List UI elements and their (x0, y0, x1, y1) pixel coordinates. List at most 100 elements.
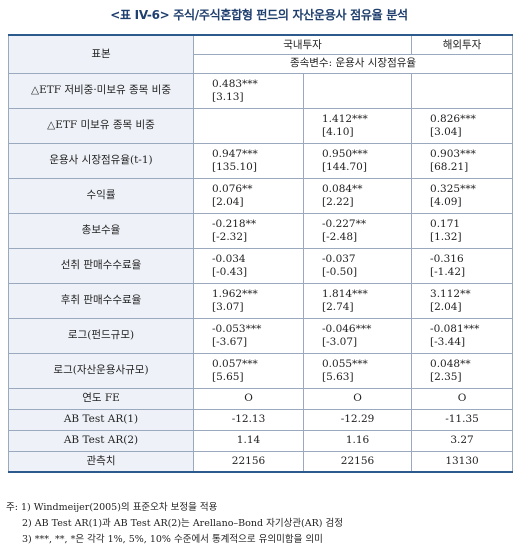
cell-d2: 1.16 (302, 429, 413, 452)
coefficient: 0.903*** (430, 148, 476, 160)
cell-d1: 1.14 (193, 429, 304, 452)
cell-o: 0.171 [1.32] (411, 212, 514, 249)
cell-o: O (411, 387, 514, 410)
t-statistic: [5.63] (322, 370, 354, 383)
t-statistic: [-3.44] (430, 335, 466, 348)
cell-d2: 0.084** [2.22] (302, 177, 413, 214)
cell-d2: 22156 (302, 450, 413, 473)
table-row: 운용사 시장점유율(t-1) 0.947*** [135.10] 0.950*** [1… (8, 142, 514, 179)
cell-d1: -0.034 [-0.43] (193, 247, 304, 284)
cell-d2: -12.29 (302, 408, 413, 431)
row-label: 연도 FE (8, 387, 194, 410)
coefficient: 1.814*** (322, 288, 368, 300)
cell-o: 0.826*** [3.04] (411, 107, 514, 144)
regression-table: 표본 국내투자 해외투자 종속변수: 운용사 시장점유율 △ETF 저비중·미보… (8, 34, 514, 473)
t-statistic: [2.04] (212, 195, 244, 208)
t-statistic: [4.09] (430, 195, 462, 208)
coefficient: 1.412*** (322, 113, 368, 125)
coefficient: 0.171 (430, 218, 461, 230)
row-label: 후취 판매수수료율 (8, 282, 194, 319)
t-statistic: [3.13] (212, 90, 244, 103)
table-row: 총보수율 -0.218** [-2.32] -0.227** [-2.48] 0.171[… (8, 212, 514, 249)
t-statistic: [135.10] (212, 160, 257, 173)
sample-header: 표본 (8, 34, 194, 74)
cell-d2: -0.046*** [-3.07] (302, 317, 413, 354)
cell-o: 0.903*** [68.21] (411, 142, 514, 179)
cell-o: 0.048** [2.35] (411, 352, 514, 389)
cell-d1: -0.218** [-2.32] (193, 212, 304, 249)
coefficient: 0.950*** (322, 148, 368, 160)
overseas-header: 해외투자 (411, 34, 514, 55)
row-label: 로그(펀드규모) (8, 317, 194, 354)
note-3: 3) ***, **, *은 각각 1%, 5%, 10% 수준에서 통계적으로… (22, 534, 323, 545)
t-statistic: [1.32] (430, 230, 462, 243)
row-label: AB Test AR(2) (8, 429, 194, 452)
row-label: AB Test AR(1) (8, 408, 194, 431)
coefficient: -0.218** (212, 218, 257, 230)
cell-d2: 1.412*** [4.10] (302, 107, 413, 144)
cell-d2: -0.037 [-0.50] (302, 247, 413, 284)
t-statistic: [2.22] (322, 195, 354, 208)
coefficient: 0.947*** (212, 148, 258, 160)
coefficient: 0.483*** (212, 78, 258, 90)
table-row: 관측치 22156 22156 13130 (8, 450, 514, 473)
coefficient: -0.046*** (322, 323, 372, 335)
dependent-variable-header: 종속변수: 운용사 시장점유율 (192, 53, 514, 74)
t-statistic: [2.35] (430, 370, 462, 383)
note-2: 2) AB Test AR(1)과 AB Test AR(2)는 Arellan… (22, 518, 343, 529)
table-title: <표 IV-6> 주식/주식혼합형 펀드의 자산운용사 점유율 분석 (110, 8, 408, 22)
cell-d1: 0.483*** [3.13] (193, 72, 304, 109)
cell-d1: 1.962*** [3.07] (193, 282, 304, 319)
cell-o (411, 72, 514, 109)
table-row: AB Test AR(1) -12.13 -12.29 -11.35 (8, 408, 514, 431)
table-row: △ETF 저비중·미보유 종목 비중 0.483*** [3.13] (8, 72, 514, 109)
cell-d2: 0.950*** [144.70] (302, 142, 413, 179)
t-statistic: [4.10] (322, 125, 354, 138)
row-label: △ETF 저비중·미보유 종목 비중 (8, 72, 194, 109)
coefficient: 0.076** (212, 183, 253, 195)
coefficient: 0.055*** (322, 358, 368, 370)
t-statistic: [-3.67] (212, 335, 248, 348)
t-statistic: [2.74] (322, 300, 354, 313)
coefficient: 0.057*** (212, 358, 258, 370)
cell-d2: O (302, 387, 413, 410)
table-row: 연도 FE O O O (8, 387, 514, 410)
cell-d1: -12.13 (193, 408, 304, 431)
coefficient: -0.081*** (430, 323, 480, 335)
t-statistic: [2.04] (430, 300, 462, 313)
coefficient: 0.325*** (430, 183, 476, 195)
coefficient: -0.053*** (212, 323, 262, 335)
cell-o: 3.27 (411, 429, 514, 452)
cell-o: -0.316 [-1.42] (411, 247, 514, 284)
t-statistic: [3.07] (212, 300, 244, 313)
row-label: △ETF 미보유 종목 비중 (8, 107, 194, 144)
cell-d1 (193, 107, 304, 144)
coefficient: 3.112** (430, 288, 471, 300)
cell-d2: 1.814*** [2.74] (302, 282, 413, 319)
cell-o: -0.081*** [-3.44] (411, 317, 514, 354)
coefficient: -0.037 (322, 253, 356, 265)
coefficient: 0.826*** (430, 113, 476, 125)
coefficient: -0.034 (212, 253, 246, 265)
coefficient: 0.084** (322, 183, 363, 195)
cell-d1: 22156 (193, 450, 304, 473)
t-statistic: [3.04] (430, 125, 462, 138)
cell-o: 0.325*** [4.09] (411, 177, 514, 214)
row-label: 선취 판매수수료율 (8, 247, 194, 284)
cell-d1: 0.947*** [135.10] (193, 142, 304, 179)
notes: 주: 1) Windmeijer(2005)의 표준오차 보정을 적용 2) A… (6, 500, 343, 548)
table-row: 로그(펀드규모) -0.053*** [-3.67] -0.046*** [-3.07]… (8, 317, 514, 354)
t-statistic: [-1.42] (430, 265, 466, 278)
cell-o: 13130 (411, 450, 514, 473)
cell-d1: O (193, 387, 304, 410)
row-label: 총보수율 (8, 212, 194, 249)
table-row: 로그(자산운용사규모) 0.057*** [5.65] 0.055*** [5.63] 0… (8, 352, 514, 389)
coefficient: 1.962*** (212, 288, 258, 300)
cell-o: 3.112** [2.04] (411, 282, 514, 319)
cell-d1: -0.053*** [-3.67] (193, 317, 304, 354)
coefficient: -0.227** (322, 218, 367, 230)
row-label: 수익률 (8, 177, 194, 214)
cell-o: -11.35 (411, 408, 514, 431)
t-statistic: [68.21] (430, 160, 469, 173)
cell-d1: 0.057*** [5.65] (193, 352, 304, 389)
